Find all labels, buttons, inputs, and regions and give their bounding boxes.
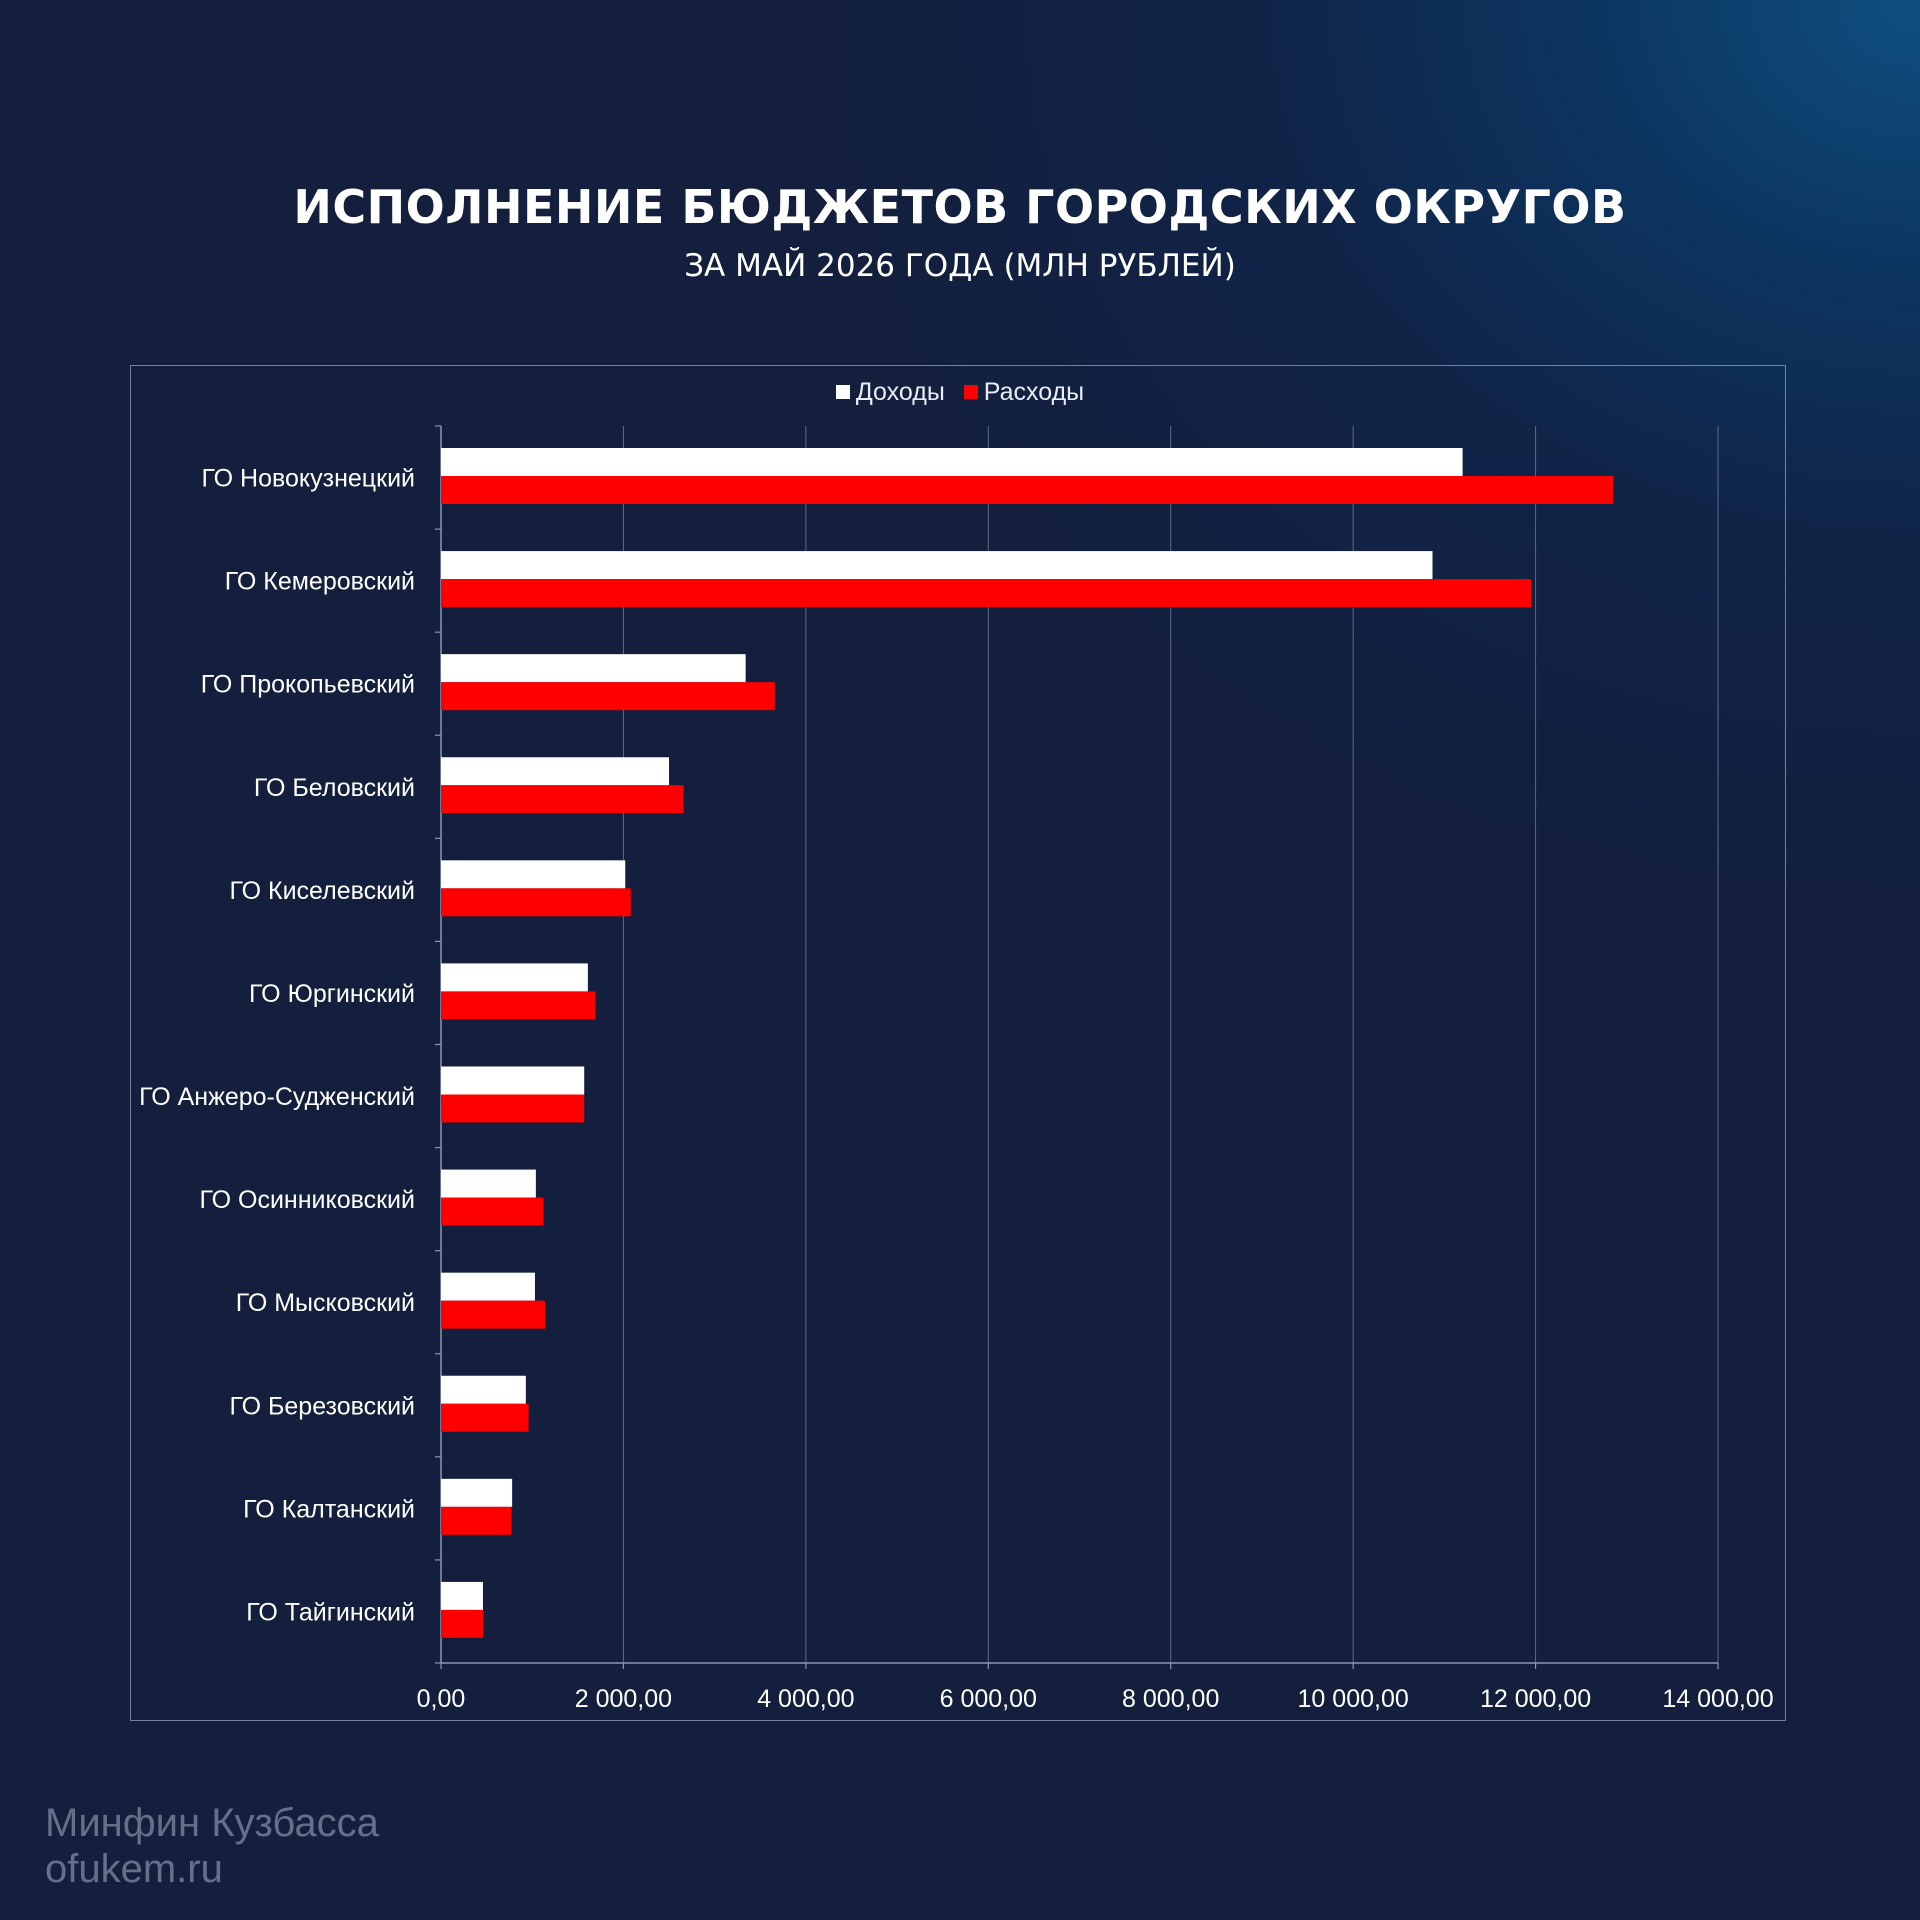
category-label: ГО Беловский <box>254 774 415 802</box>
legend-item-income: Доходы <box>835 378 945 407</box>
legend-label-income: Доходы <box>855 378 945 406</box>
category-label: ГО Анжеро-Судженский <box>139 1083 415 1111</box>
bar-income <box>441 963 588 992</box>
bar-expense <box>441 1506 512 1535</box>
bar-expense <box>441 785 684 814</box>
category-label: ГО Новокузнецкий <box>202 465 415 493</box>
legend-swatch-expense <box>963 385 978 399</box>
bar-income <box>441 654 746 683</box>
chart-subtitle: ЗА МАЙ 2026 ГОДА (МЛН РУБЛЕЙ) <box>684 248 1236 284</box>
bar-expense <box>441 579 1532 608</box>
x-tick-label: 12 000,00 <box>1480 1685 1591 1713</box>
watermark: Минфин Кузбасса ofukem.ru <box>45 1800 379 1892</box>
legend-item-expense: Расходы <box>963 378 1085 407</box>
bar-expense <box>441 1094 585 1123</box>
category-label: ГО Юргинский <box>249 980 415 1008</box>
bar-income <box>441 757 670 786</box>
x-tick-label: 2 000,00 <box>575 1685 672 1713</box>
category-label: ГО Мысковский <box>236 1289 415 1317</box>
watermark-org: Минфин Кузбасса <box>45 1801 379 1845</box>
x-tick-label: 10 000,00 <box>1298 1685 1409 1713</box>
x-tick-label: 4 000,00 <box>757 1685 854 1713</box>
x-tick-label: 8 000,00 <box>1122 1685 1219 1713</box>
category-label: ГО Киселевский <box>230 877 416 905</box>
bar-expense <box>441 991 596 1020</box>
bar-income <box>441 551 1433 580</box>
x-tick-label: 14 000,00 <box>1662 1685 1773 1713</box>
category-label: ГО Тайгинский <box>246 1598 415 1626</box>
legend-label-expense: Расходы <box>983 378 1085 406</box>
bar-expense <box>441 1403 529 1432</box>
bar-income <box>441 1169 536 1198</box>
bar-income <box>441 1066 585 1095</box>
x-tick-label: 6 000,00 <box>940 1685 1037 1713</box>
category-label: ГО Калтанский <box>243 1495 415 1523</box>
bar-income <box>441 1272 535 1301</box>
legend-swatch-income <box>835 385 850 399</box>
bar-income <box>441 448 1463 476</box>
chart-title: ИСПОЛНЕНИЕ БЮДЖЕТОВ ГОРОДСКИХ ОКРУГОВ <box>293 180 1627 234</box>
chart-frame <box>130 365 1786 1721</box>
bar-expense <box>441 1300 545 1329</box>
category-label: ГО Осинниковский <box>199 1186 415 1214</box>
category-label: ГО Кемеровский <box>225 568 415 596</box>
bar-income <box>441 860 626 889</box>
bar-expense <box>441 682 775 711</box>
category-label: ГО Прокопьевский <box>201 671 415 699</box>
watermark-site: ofukem.ru <box>45 1847 223 1891</box>
bar-income <box>441 1581 483 1610</box>
bar-expense <box>441 1609 483 1638</box>
bar-expense <box>441 888 631 917</box>
bar-income <box>441 1375 526 1404</box>
bar-income <box>441 1478 513 1507</box>
bar-expense <box>441 476 1614 504</box>
legend: Доходы Расходы <box>0 378 1920 407</box>
x-tick-label: 0,00 <box>417 1685 466 1713</box>
bar-expense <box>441 1197 544 1226</box>
category-label: ГО Березовский <box>229 1392 415 1420</box>
